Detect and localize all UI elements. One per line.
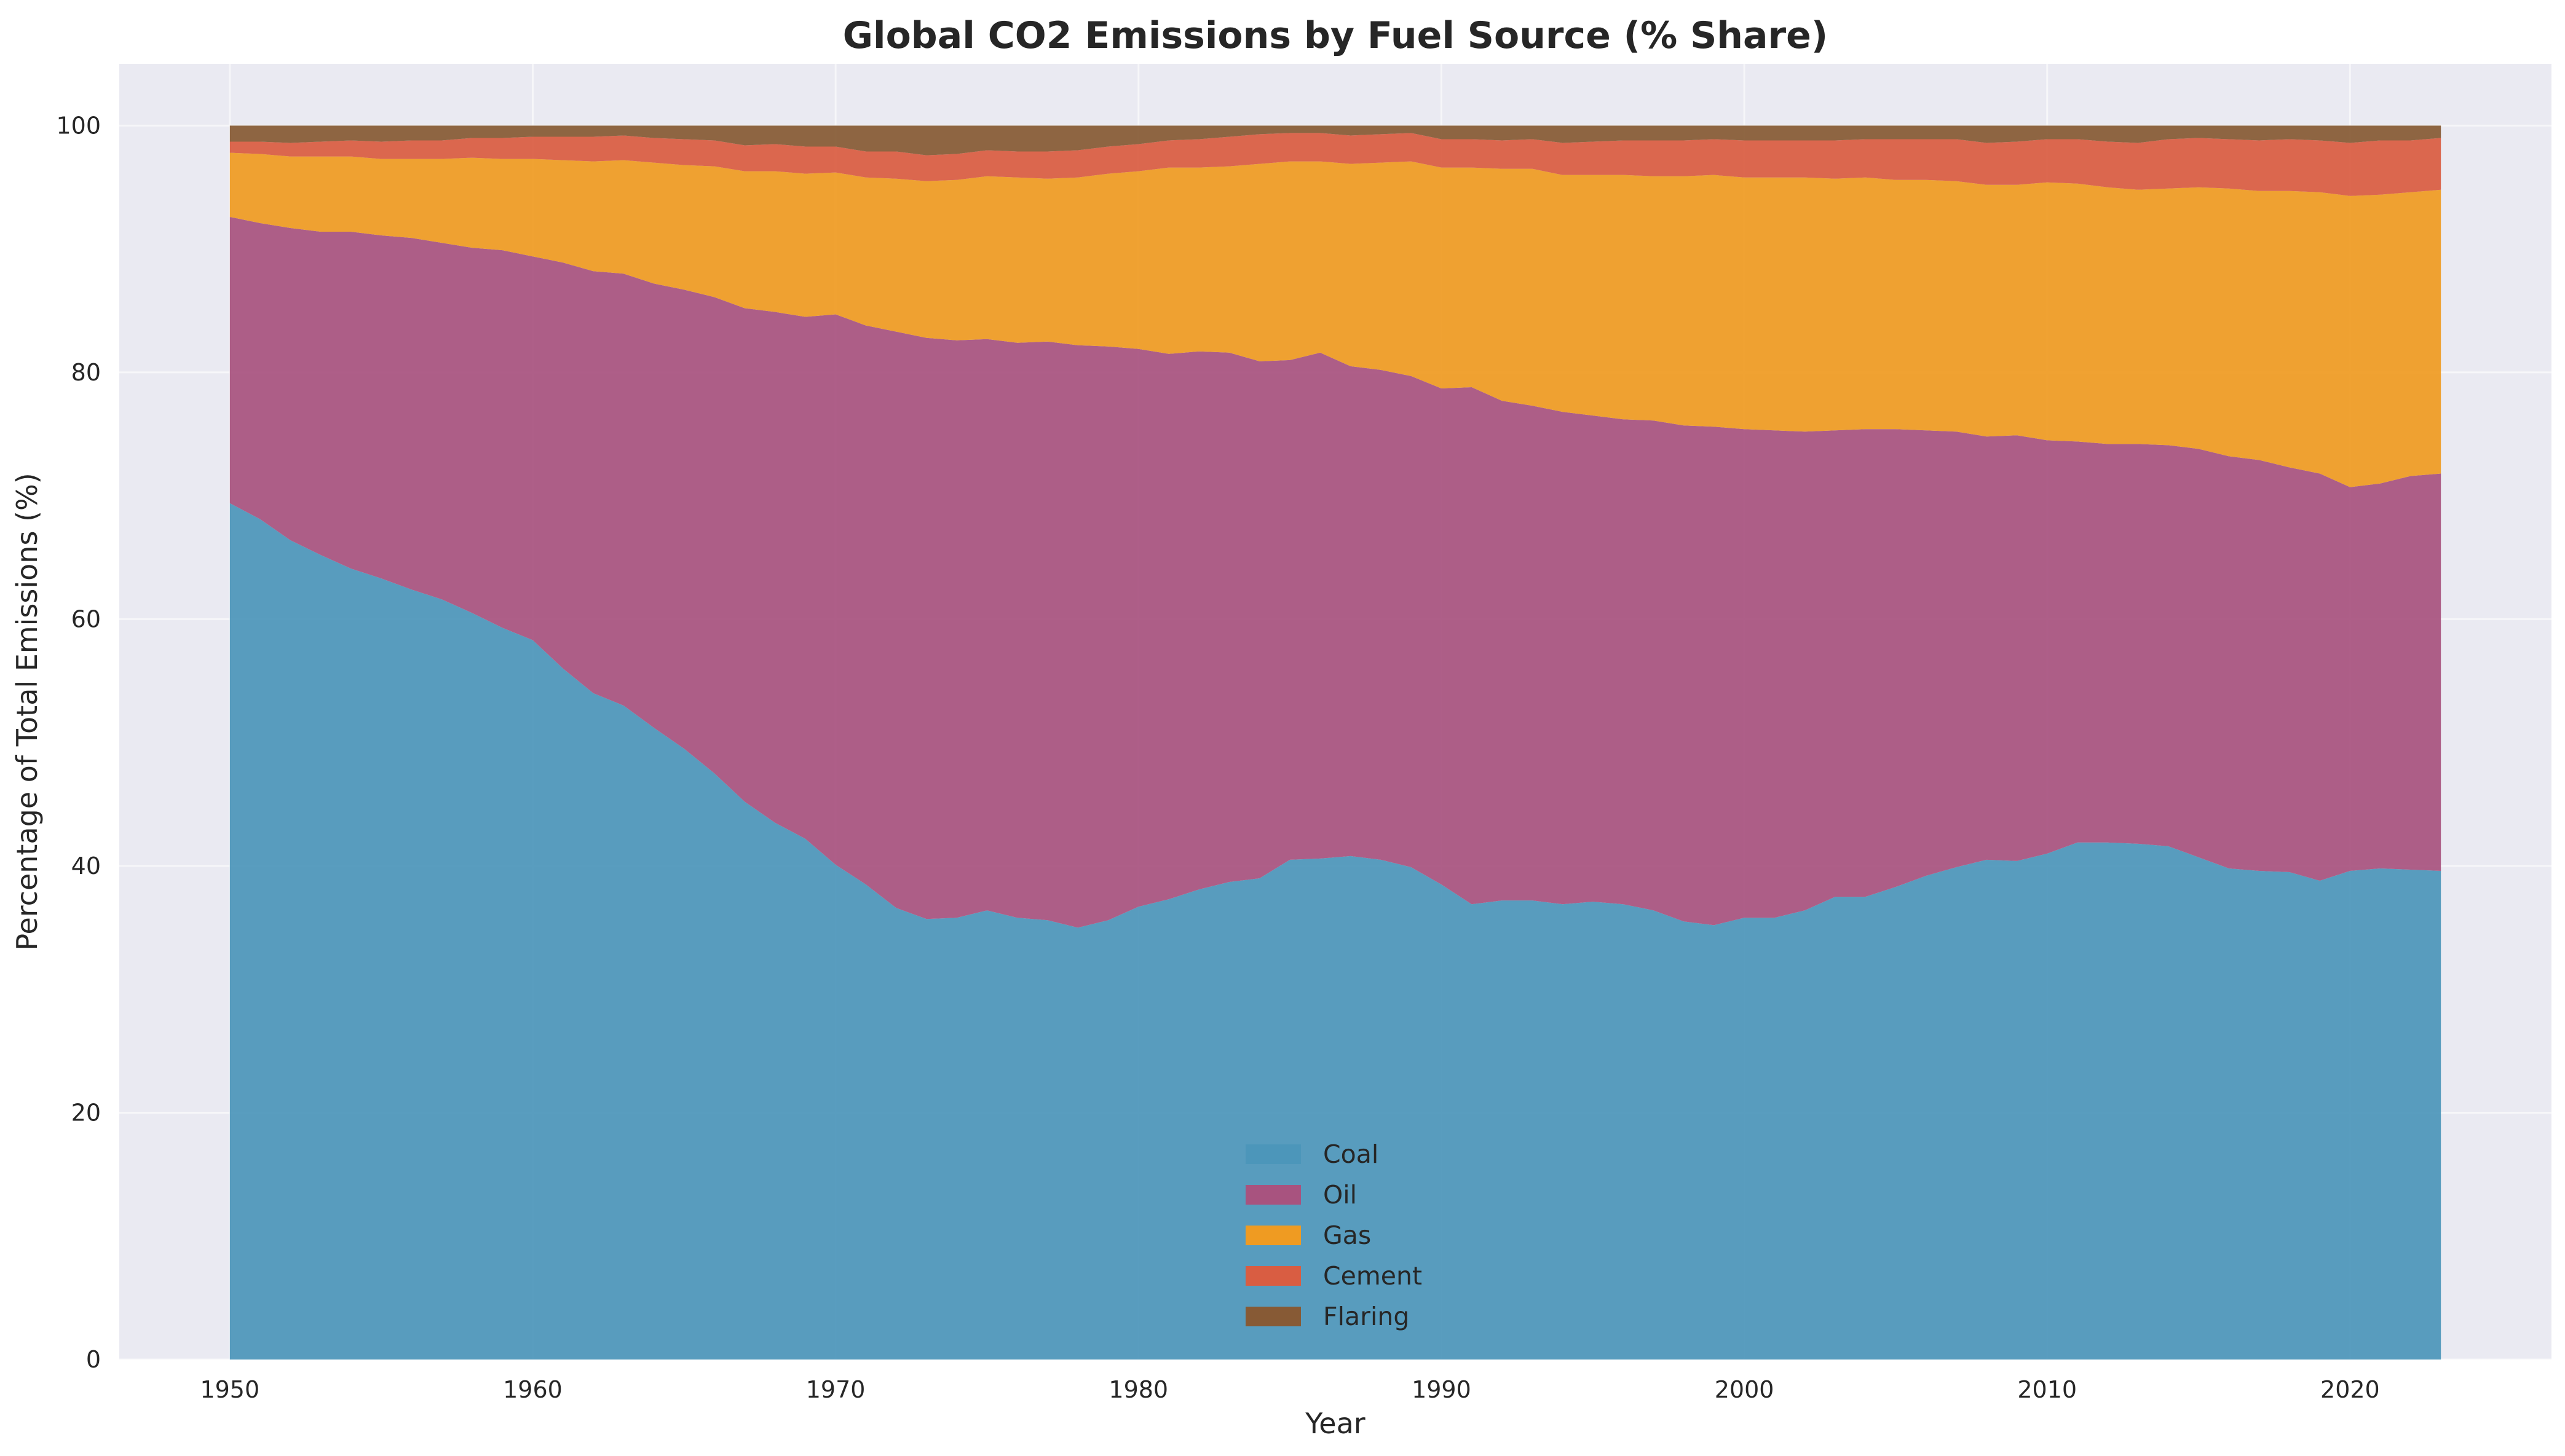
- x-axis-ticks: 1950 1960 1970 1980 1990 2000 2010 2020: [200, 1376, 2379, 1403]
- y-axis-ticks: 0 20 40 60 80 100: [56, 112, 101, 1373]
- x-axis-label: Year: [1305, 1407, 1365, 1440]
- legend-swatch-gas: [1246, 1226, 1301, 1245]
- x-tick-label: 2010: [2017, 1376, 2077, 1403]
- area-flaring: [229, 125, 2441, 155]
- chart-title: Global CO2 Emissions by Fuel Source (% S…: [843, 14, 1828, 57]
- legend-swatch-flaring: [1246, 1307, 1301, 1326]
- area-oil: [229, 216, 2441, 928]
- area-gas: [229, 152, 2441, 487]
- x-tick-label: 1950: [200, 1376, 259, 1403]
- x-tick-label: 1980: [1109, 1376, 1168, 1403]
- legend: Coal Oil Gas Cement Flaring: [1246, 1139, 1422, 1331]
- legend-label-cement: Cement: [1323, 1261, 1422, 1291]
- y-tick-label: 60: [71, 605, 101, 632]
- legend-swatch-cement: [1246, 1266, 1301, 1286]
- y-tick-label: 0: [86, 1346, 101, 1373]
- y-axis-label: Percentage of Total Emissions (%): [10, 473, 44, 950]
- x-tick-label: 1960: [503, 1376, 563, 1403]
- x-tick-label: 1970: [806, 1376, 866, 1403]
- legend-swatch-coal: [1246, 1144, 1301, 1164]
- legend-label-oil: Oil: [1323, 1180, 1357, 1210]
- legend-label-flaring: Flaring: [1323, 1302, 1409, 1331]
- y-tick-label: 40: [71, 852, 101, 880]
- x-tick-label: 2000: [1715, 1376, 1774, 1403]
- y-tick-label: 100: [56, 112, 101, 139]
- area-coal: [229, 503, 2441, 1360]
- x-tick-label: 1990: [1412, 1376, 1471, 1403]
- legend-label-gas: Gas: [1323, 1221, 1371, 1250]
- area-cement: [229, 133, 2441, 196]
- legend-label-coal: Coal: [1323, 1139, 1378, 1169]
- y-tick-label: 80: [71, 359, 101, 386]
- area-series: [229, 125, 2441, 1360]
- x-tick-label: 2020: [2320, 1376, 2380, 1403]
- legend-swatch-oil: [1246, 1185, 1301, 1205]
- y-tick-label: 20: [71, 1099, 101, 1126]
